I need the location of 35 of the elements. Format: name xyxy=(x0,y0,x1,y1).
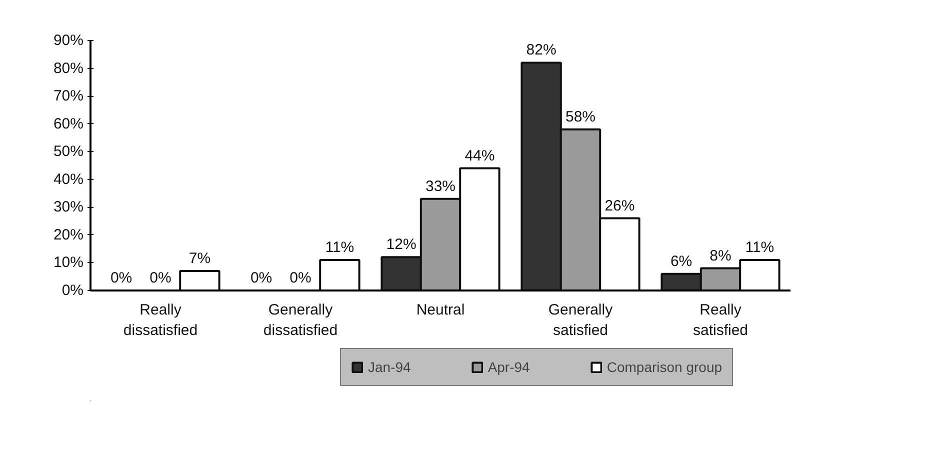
data-label: 0% xyxy=(290,270,312,286)
y-tick-label: 40% xyxy=(53,170,84,188)
data-label: 11% xyxy=(325,238,354,256)
x-tick-label: Really dissatisfied xyxy=(123,302,198,339)
data-label: 0% xyxy=(110,270,132,286)
y-tick-label: 70% xyxy=(53,88,84,105)
x-tick-label: Neutral xyxy=(416,302,465,318)
data-label: 44% xyxy=(464,147,495,164)
data-label: 7% xyxy=(188,250,211,268)
y-tick-label: 90% xyxy=(53,32,84,49)
y-tick-label: 0% xyxy=(62,282,84,299)
x-tick-label: Generally satisfied xyxy=(548,302,614,339)
y-tick-label: 10% xyxy=(53,254,84,272)
data-label: 26% xyxy=(604,197,635,214)
data-label: 12% xyxy=(386,236,416,254)
data-label: 0% xyxy=(250,270,272,286)
data-label: 82% xyxy=(526,42,556,59)
bar xyxy=(179,270,220,290)
y-tick-label: 80% xyxy=(53,60,84,77)
data-label: 58% xyxy=(565,108,596,126)
bar xyxy=(319,258,360,290)
legend-label: Jan-94 xyxy=(368,359,411,375)
legend-label: Apr-94 xyxy=(488,359,530,375)
x-tick-label: Generally dissatisfied xyxy=(263,302,338,339)
x-tick-label: Really satisfied xyxy=(692,302,748,339)
data-label: 11% xyxy=(745,238,774,256)
y-tick-label: 20% xyxy=(53,226,84,244)
y-tick-label: 60% xyxy=(53,115,84,132)
data-label: 8% xyxy=(710,247,732,264)
data-label: 6% xyxy=(670,252,692,270)
data-label: 0% xyxy=(150,270,172,286)
legend-label: Comparison group xyxy=(606,359,722,375)
y-tick-label: 50% xyxy=(53,143,84,160)
data-label: 33% xyxy=(425,178,456,195)
y-tick-label: 30% xyxy=(53,198,84,216)
